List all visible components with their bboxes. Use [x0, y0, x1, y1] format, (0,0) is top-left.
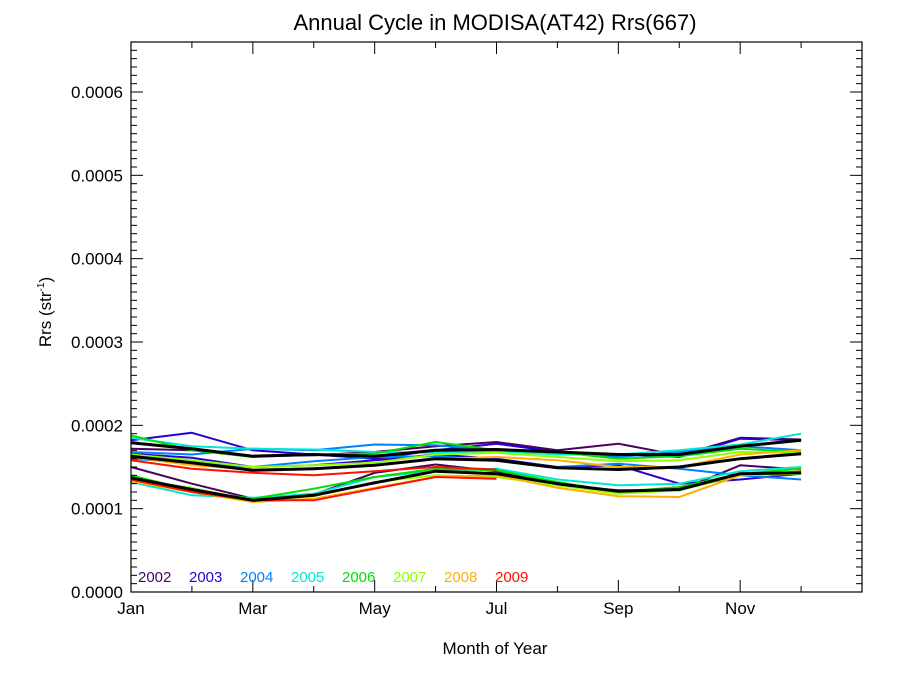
legend-entry-2002: 2002 — [138, 569, 171, 586]
x-tick-label: Mar — [238, 599, 268, 618]
x-axis-label: Month of Year — [443, 639, 548, 658]
series-line-2005-upper — [130, 432, 802, 456]
legend-entry-2008: 2008 — [444, 569, 477, 586]
x-tick-label: Sep — [603, 599, 633, 618]
svg-text:Rrs (str-1): Rrs (str-1) — [36, 277, 55, 347]
legend-entry-2003: 2003 — [189, 569, 222, 586]
y-axis-label: Rrs (str-1) — [36, 277, 55, 347]
climatology-line-middle — [130, 452, 802, 472]
y-tick-label: 0.0004 — [71, 250, 123, 269]
y-tick-label: 0.0006 — [71, 83, 123, 102]
legend-entry-2004: 2004 — [240, 569, 273, 586]
series-line-2007-upper — [130, 451, 802, 468]
series-line-2009-lower — [130, 476, 497, 502]
series-line-2004-upper — [130, 443, 802, 458]
x-tick-label: Nov — [725, 599, 756, 618]
climatology-line-upper — [130, 438, 802, 458]
x-tick-label: May — [359, 599, 392, 618]
chart-title: Annual Cycle in MODISA(AT42) Rrs(667) — [293, 10, 696, 35]
y-axis-label-close: ) — [36, 277, 55, 283]
y-axis-label-superscript: -1 — [36, 282, 47, 291]
x-tick-label: Jan — [117, 599, 144, 618]
y-tick-label: 0.0000 — [71, 583, 123, 602]
y-tick-label: 0.0002 — [71, 416, 123, 435]
legend-entry-2005: 2005 — [291, 569, 324, 586]
legend-entry-2006: 2006 — [342, 569, 375, 586]
y-tick-label: 0.0005 — [71, 166, 123, 185]
y-axis-label-main: Rrs (str — [36, 291, 55, 347]
y-tick-label: 0.0003 — [71, 333, 123, 352]
y-tick-label: 0.0001 — [71, 500, 123, 519]
axes: 0.0000 0.0001 0.0002 0.0003 0.0004 0.0005 0.00… — [71, 41, 863, 618]
series-line-2008-lower — [130, 470, 802, 503]
plot-area — [130, 431, 802, 503]
legend-entry-2009: 2009 — [495, 569, 528, 586]
climatology-line-lower — [130, 469, 802, 502]
plot-frame — [130, 41, 863, 593]
x-tick-label: Jul — [486, 599, 508, 618]
legend-entry-2007: 2007 — [393, 569, 426, 586]
legend: 2002 2003 2004 2005 2006 2007 2008 2009 — [138, 569, 528, 586]
series-line-2009-upper — [130, 459, 497, 477]
